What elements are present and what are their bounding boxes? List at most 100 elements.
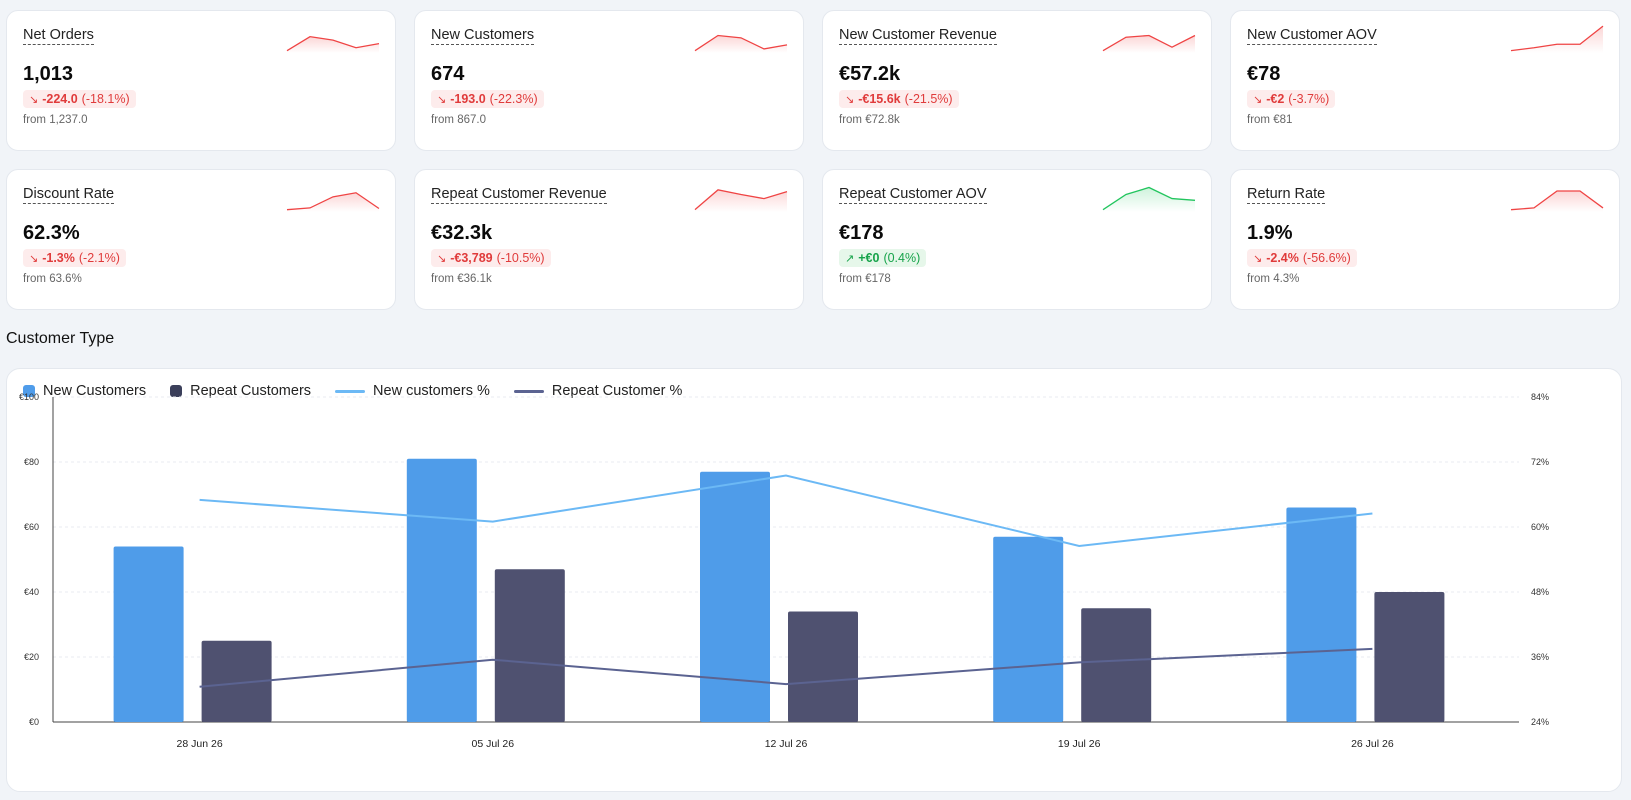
legend-item[interactable]: New Customers: [23, 383, 146, 399]
sparkline: [1510, 25, 1604, 53]
x-tick-label: 05 Jul 26: [471, 738, 514, 750]
kpi-title[interactable]: Net Orders: [23, 27, 94, 45]
kpi-delta-abs: -224.0: [42, 92, 78, 106]
bar-repeat-customers[interactable]: [788, 611, 858, 723]
legend-swatch: [170, 385, 183, 397]
sparkline-area: [1103, 187, 1195, 212]
sparkline-area: [1511, 26, 1603, 53]
trend-down-icon: ↘: [1253, 93, 1263, 106]
kpi-card[interactable]: Net Orders 1,013 ↘ -224.0 (-18.1%) from 1,237…: [6, 10, 396, 151]
sparkline-line: [694, 189, 788, 211]
y-right-tick-label: 48%: [1531, 587, 1549, 597]
sparkline: [1102, 186, 1196, 212]
y-left-tick-label: €100: [19, 392, 39, 402]
kpi-delta-abs: -2.4%: [1266, 251, 1299, 265]
sparkline-line: [286, 192, 380, 211]
kpi-card[interactable]: New Customer AOV €78 ↘ -€2 (-3.7%) from €81: [1230, 10, 1620, 151]
kpi-card[interactable]: Return Rate 1.9% ↘ -2.4% (-56.6%) from 4.3%: [1230, 169, 1620, 310]
trend-up-icon: ↗: [845, 252, 855, 265]
kpi-title[interactable]: Repeat Customer Revenue: [431, 186, 607, 204]
bar-new-customers[interactable]: [700, 471, 770, 722]
kpi-previous-value: from €36.1k: [431, 273, 492, 285]
bar-new-customers[interactable]: [406, 458, 477, 722]
kpi-delta-badge: ↘ -2.4% (-56.6%): [1247, 249, 1357, 267]
sparkline: [694, 34, 788, 53]
section-title: Customer Type: [6, 330, 115, 347]
bar-new-customers[interactable]: [113, 546, 184, 723]
kpi-title[interactable]: New Customers: [431, 27, 535, 45]
sparkline-line: [286, 35, 380, 52]
kpi-title[interactable]: New Customer AOV: [1247, 27, 1377, 45]
y-right-tick-label: 60%: [1531, 522, 1549, 532]
trend-down-icon: ↘: [29, 252, 39, 265]
kpi-delta-badge: ↘ -€15.6k (-21.5%): [839, 90, 959, 108]
sparkline: [1102, 34, 1196, 53]
y-left-tick-label: €20: [24, 652, 39, 662]
legend-item[interactable]: New customers %: [335, 383, 490, 399]
kpi-title[interactable]: Repeat Customer AOV: [839, 186, 987, 204]
customer-type-chart-card: New Customers Repeat Customers New custome…: [6, 368, 1622, 792]
legend-item[interactable]: Repeat Customers: [170, 383, 311, 399]
kpi-delta-pct: (-3.7%): [1288, 92, 1330, 106]
sparkline-line: [1510, 190, 1604, 211]
kpi-card[interactable]: Repeat Customer Revenue €32.3k ↘ -€3,789 (-1…: [414, 169, 804, 310]
sparkline-line: [1102, 34, 1196, 52]
kpi-previous-value: from 63.6%: [23, 273, 82, 285]
kpi-value: €57.2k: [839, 63, 901, 85]
legend-item[interactable]: Repeat Customer %: [513, 383, 682, 399]
kpi-delta-badge: ↘ -193.0 (-22.3%): [431, 90, 544, 108]
kpi-delta-badge: ↘ -€2 (-3.7%): [1247, 90, 1336, 108]
kpi-card[interactable]: New Customer Revenue €57.2k ↘ -€15.6k (-21.5…: [822, 10, 1212, 151]
kpi-delta-badge: ↘ -€3,789 (-10.5%): [431, 249, 551, 267]
sparkline-line: [1102, 186, 1196, 211]
kpi-title[interactable]: New Customer Revenue: [839, 27, 997, 45]
sparkline-area: [287, 36, 379, 53]
sparkline-area: [1103, 35, 1195, 53]
kpi-delta-badge: ↘ -224.0 (-18.1%): [23, 90, 136, 108]
x-tick-label: 28 Jun 26: [177, 738, 223, 750]
sparkline-area: [695, 35, 787, 53]
bar-new-customers[interactable]: [1286, 507, 1357, 723]
kpi-value: 1,013: [23, 63, 74, 85]
sparkline: [1510, 190, 1604, 212]
bar-repeat-customers[interactable]: [1081, 608, 1152, 722]
trend-down-icon: ↘: [437, 93, 447, 106]
legend-label: Repeat Customers: [190, 383, 312, 399]
bar-repeat-customers[interactable]: [494, 569, 565, 722]
kpi-card[interactable]: Discount Rate 62.3% ↘ -1.3% (-2.1%) from 63.6…: [6, 169, 396, 310]
kpi-delta-abs: +€0: [858, 251, 880, 265]
sparkline-area: [695, 189, 787, 212]
chart-legend: New Customers Repeat Customers New custome…: [23, 383, 682, 399]
kpi-delta-pct: (-22.3%): [489, 92, 538, 106]
legend-label: New customers %: [373, 383, 490, 399]
legend-label: New Customers: [43, 383, 147, 399]
sparkline-area: [287, 192, 379, 212]
y-right-tick-label: 36%: [1531, 652, 1549, 662]
y-right-tick-label: 72%: [1531, 457, 1549, 467]
kpi-grid: Net Orders 1,013 ↘ -224.0 (-18.1%) from 1,237…: [6, 10, 1622, 310]
kpi-delta-pct: (-56.6%): [1302, 251, 1351, 265]
y-left-tick-label: €80: [24, 457, 39, 467]
kpi-title[interactable]: Discount Rate: [23, 186, 115, 204]
kpi-previous-value: from 867.0: [431, 114, 486, 126]
y-left-tick-label: €40: [24, 587, 39, 597]
kpi-previous-value: from €72.8k: [839, 114, 900, 126]
trend-down-icon: ↘: [29, 93, 39, 106]
x-tick-label: 26 Jul 26: [1351, 738, 1394, 750]
kpi-value: €32.3k: [431, 222, 493, 244]
kpi-value: 674: [431, 63, 465, 85]
kpi-card[interactable]: New Customers 674 ↘ -193.0 (-22.3%) from 867.…: [414, 10, 804, 151]
x-tick-label: 12 Jul 26: [765, 738, 808, 750]
new-customers-pct-line[interactable]: [199, 474, 1373, 547]
kpi-delta-abs: -193.0: [450, 92, 486, 106]
y-right-tick-label: 24%: [1531, 717, 1549, 727]
bar-repeat-customers[interactable]: [1374, 592, 1445, 722]
bar-new-customers[interactable]: [993, 536, 1064, 722]
kpi-card[interactable]: Repeat Customer AOV €178 ↗ +€0 (0.4%) from €1…: [822, 169, 1212, 310]
bar-repeat-customers[interactable]: [201, 640, 272, 722]
kpi-value: 1.9%: [1247, 222, 1293, 244]
trend-down-icon: ↘: [1253, 252, 1263, 265]
trend-down-icon: ↘: [437, 252, 447, 265]
kpi-title[interactable]: Return Rate: [1247, 186, 1326, 204]
repeat-customer-pct-line[interactable]: [199, 647, 1373, 688]
